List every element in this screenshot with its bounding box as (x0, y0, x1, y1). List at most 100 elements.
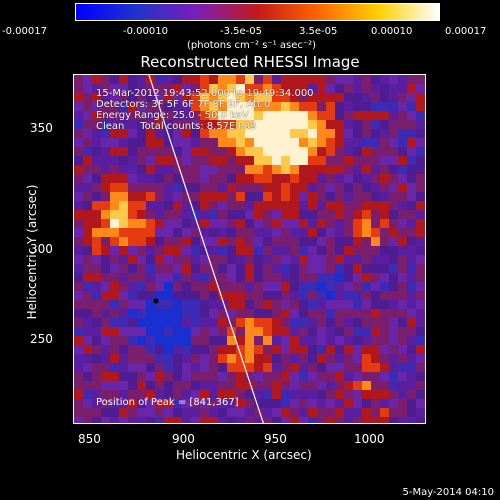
image-pixel (119, 255, 128, 264)
image-pixel (299, 102, 308, 111)
image-pixel (218, 282, 227, 291)
image-pixel (398, 327, 407, 336)
image-pixel (263, 399, 272, 408)
image-pixel (182, 390, 191, 399)
image-pixel (74, 183, 83, 192)
image-pixel (290, 165, 299, 174)
image-pixel (227, 228, 236, 237)
image-pixel (407, 165, 416, 174)
image-pixel (263, 354, 272, 363)
image-pixel (128, 255, 137, 264)
image-pixel (191, 192, 200, 201)
x-tick: 900 (172, 432, 195, 446)
image-pixel (425, 156, 426, 165)
image-pixel (299, 192, 308, 201)
image-pixel (74, 228, 83, 237)
image-pixel (218, 255, 227, 264)
image-pixel (236, 84, 245, 93)
image-pixel (254, 282, 263, 291)
image-pixel (380, 291, 389, 300)
image-pixel (83, 255, 92, 264)
image-pixel (326, 345, 335, 354)
image-pixel (281, 111, 290, 120)
image-pixel (290, 363, 299, 372)
image-pixel (227, 120, 236, 129)
image-pixel (398, 84, 407, 93)
image-pixel (173, 93, 182, 102)
image-pixel (362, 129, 371, 138)
image-pixel (173, 138, 182, 147)
image-pixel (407, 336, 416, 345)
image-pixel (200, 219, 209, 228)
image-pixel (371, 291, 380, 300)
image-pixel (173, 129, 182, 138)
image-pixel (74, 192, 83, 201)
image-pixel (272, 408, 281, 417)
image-pixel (164, 174, 173, 183)
image-pixel (362, 408, 371, 417)
image-pixel (110, 192, 119, 201)
image-pixel (263, 408, 272, 417)
image-pixel (425, 84, 426, 93)
image-pixel (164, 120, 173, 129)
image-pixel (272, 318, 281, 327)
image-pixel (416, 417, 425, 423)
image-pixel (317, 93, 326, 102)
image-pixel (218, 336, 227, 345)
image-pixel (83, 75, 92, 84)
image-pixel (74, 210, 83, 219)
image-pixel (227, 111, 236, 120)
image-pixel (425, 408, 426, 417)
image-pixel (164, 408, 173, 417)
image-pixel (344, 228, 353, 237)
image-pixel (416, 93, 425, 102)
info-detectors: Detectors: 3F 5F 6F 7F 8F 9F, Att 0 (96, 99, 271, 110)
image-pixel (101, 255, 110, 264)
image-pixel (209, 345, 218, 354)
image-pixel (281, 84, 290, 93)
image-pixel (398, 381, 407, 390)
image-pixel (200, 246, 209, 255)
image-pixel (101, 228, 110, 237)
image-pixel (290, 111, 299, 120)
image-pixel (236, 210, 245, 219)
image-pixel (209, 327, 218, 336)
image-pixel (227, 138, 236, 147)
image-pixel (191, 309, 200, 318)
image-pixel (317, 75, 326, 84)
image-pixel (299, 156, 308, 165)
image-pixel (263, 291, 272, 300)
image-pixel (380, 84, 389, 93)
image-pixel (263, 300, 272, 309)
image-pixel (101, 75, 110, 84)
image-pixel (110, 381, 119, 390)
image-pixel (92, 390, 101, 399)
image-pixel (272, 84, 281, 93)
image-pixel (407, 75, 416, 84)
image-pixel (416, 129, 425, 138)
image-pixel (326, 399, 335, 408)
image-pixel (353, 390, 362, 399)
image-pixel (119, 237, 128, 246)
image-pixel (200, 120, 209, 129)
image-pixel (92, 156, 101, 165)
image-pixel (191, 408, 200, 417)
image-pixel (344, 219, 353, 228)
image-pixel (326, 156, 335, 165)
image-pixel (209, 246, 218, 255)
image-pixel (425, 363, 426, 372)
image-pixel (281, 318, 290, 327)
image-pixel (110, 318, 119, 327)
image-pixel (110, 408, 119, 417)
image-pixel (245, 129, 254, 138)
image-pixel (182, 156, 191, 165)
image-pixel (83, 93, 92, 102)
image-pixel (101, 156, 110, 165)
image-pixel (155, 129, 164, 138)
image-pixel (209, 282, 218, 291)
image-pixel (227, 246, 236, 255)
image-pixel (254, 363, 263, 372)
image-pixel (155, 93, 164, 102)
image-pixel (317, 174, 326, 183)
image-pixel (182, 372, 191, 381)
